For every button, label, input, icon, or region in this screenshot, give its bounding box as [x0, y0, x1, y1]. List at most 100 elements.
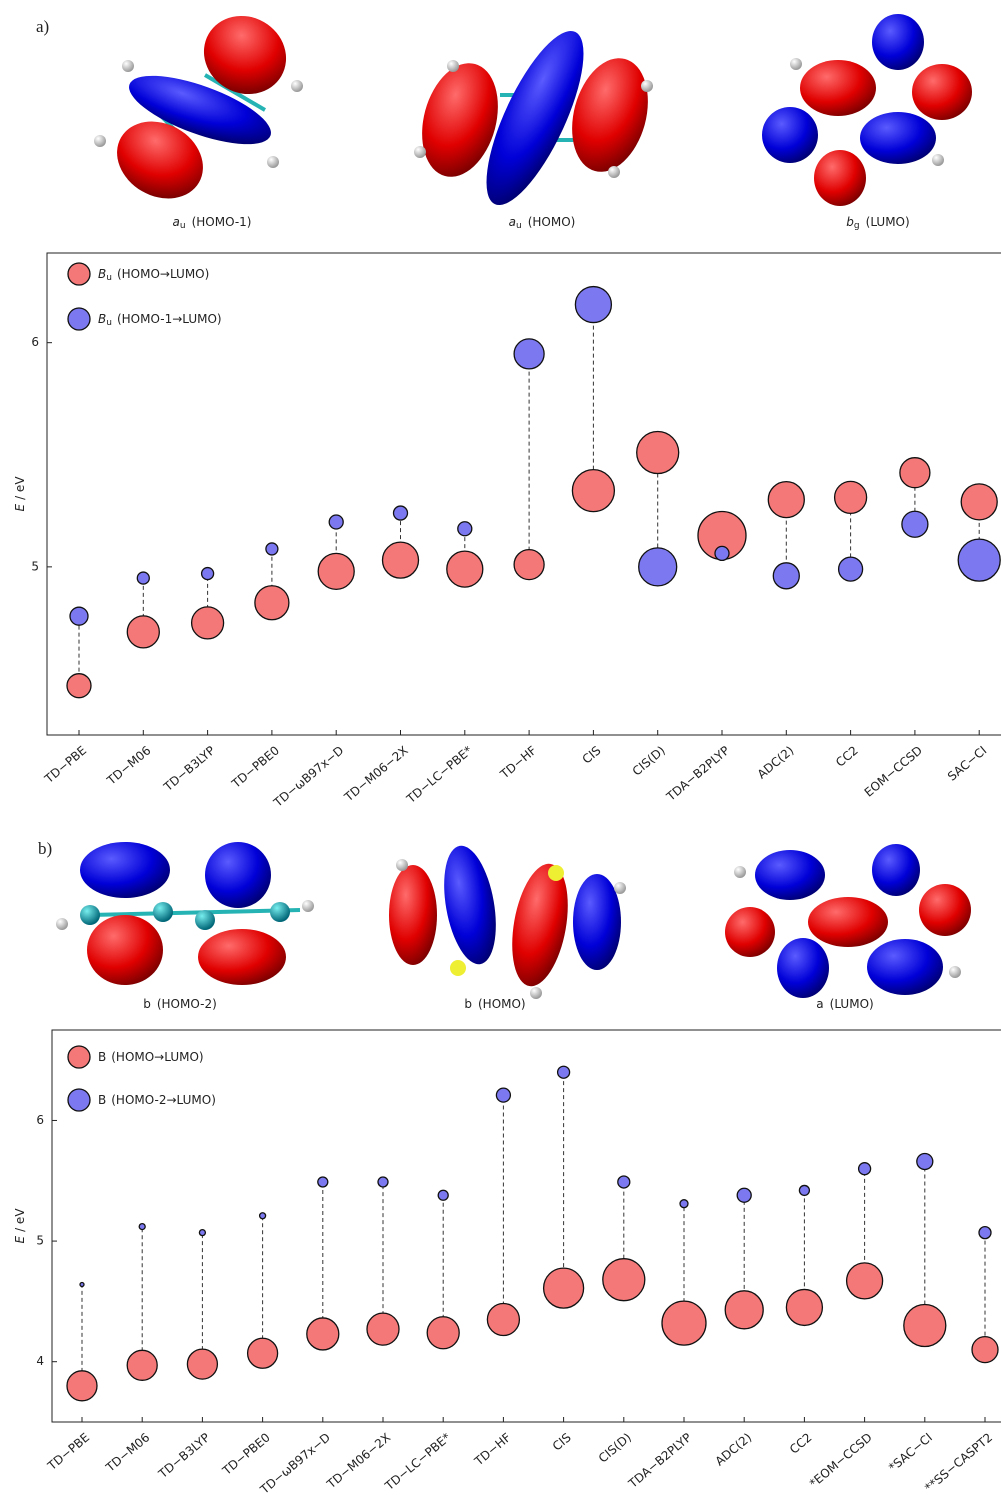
- orbital-subscript: u: [516, 221, 522, 231]
- orbital-symbol: a: [172, 215, 179, 229]
- y-tick-label: 5: [31, 559, 39, 573]
- orbital-label: (HOMO): [478, 997, 526, 1011]
- orbital-label: (HOMO-1): [192, 215, 252, 229]
- bubble: [307, 1318, 339, 1350]
- panel-label: b): [38, 839, 52, 858]
- bubble: [378, 1177, 388, 1187]
- bubble: [639, 548, 677, 586]
- bubble: [438, 1190, 448, 1200]
- bubble: [137, 572, 149, 584]
- y-tick-label: 4: [36, 1354, 44, 1368]
- x-tick-label: CIS(D): [630, 743, 668, 778]
- bubble: [544, 1268, 584, 1308]
- bubble: [737, 1188, 751, 1202]
- bubble: [839, 557, 863, 581]
- legend-subscript: u: [106, 273, 112, 283]
- orbital-image: [94, 1, 303, 214]
- x-tick-label: TD−HF: [471, 1430, 513, 1469]
- bubble: [496, 1088, 510, 1102]
- orbital-symbol: a: [509, 215, 516, 229]
- x-tick-label: TD−PBE: [44, 1430, 92, 1473]
- bubble: [266, 543, 278, 555]
- y-axis-label: E/ eV: [13, 1208, 27, 1244]
- x-tick-label: TD−LC−PBE*: [403, 743, 475, 806]
- x-tick-label: *EOM−CCSD: [807, 1430, 875, 1490]
- bubble: [70, 607, 88, 625]
- orbital-image: [410, 19, 660, 217]
- bubble: [917, 1153, 933, 1169]
- panel-label: a): [36, 17, 49, 36]
- bubble: [80, 1282, 84, 1286]
- legend-text: (HOMO-2→LUMO): [111, 1093, 216, 1107]
- orbital-label: (LUMO): [830, 997, 874, 1011]
- legend-symbol: B: [98, 1093, 106, 1107]
- y-axis-symbol: E: [13, 1236, 27, 1244]
- bubble: [637, 432, 679, 474]
- orbital-image: [389, 842, 626, 999]
- bubble: [835, 481, 867, 513]
- bubble: [187, 1349, 217, 1379]
- legend-symbol: B: [98, 312, 106, 326]
- orbital-caption: a (LUMO): [816, 997, 873, 1011]
- bubble: [192, 607, 224, 639]
- bubble: [487, 1303, 519, 1335]
- x-tick-label: ADC(2): [755, 743, 797, 781]
- x-tick-label: TD−B3LYP: [155, 1430, 212, 1481]
- y-axis-symbol: E: [13, 504, 27, 512]
- orbital-symbol: b: [143, 997, 151, 1011]
- bubble: [514, 339, 544, 369]
- bubble: [972, 1337, 998, 1363]
- orbital-image: [762, 14, 972, 206]
- legend-label: B (HOMO-2→LUMO): [98, 1093, 216, 1107]
- orbital-symbol: a: [816, 997, 823, 1011]
- legend-label: Bu(HOMO→LUMO): [98, 267, 209, 283]
- x-tick-label: *SAC−CI: [886, 1430, 935, 1474]
- chart: 456E/ eVTD−PBETD−M06TD−B3LYPTD−PBE0TD−ωB…: [13, 1030, 1002, 1495]
- bubble: [618, 1176, 630, 1188]
- bubble: [572, 470, 614, 512]
- x-tick-label: TD−M06: [103, 1430, 153, 1475]
- x-tick-label: TD−B3LYP: [160, 743, 217, 794]
- bubble: [514, 550, 544, 580]
- bubble: [318, 553, 354, 589]
- bubble: [458, 522, 472, 536]
- x-tick-label: TD−M06: [104, 743, 154, 788]
- y-axis-unit: / eV: [13, 476, 27, 500]
- legend-marker: [68, 263, 90, 285]
- legend-text: (HOMO→LUMO): [117, 267, 209, 281]
- x-tick-label: TD−LC−PBE*: [382, 1430, 454, 1493]
- orbital-symbol: b: [464, 997, 472, 1011]
- orbital-caption: bg(LUMO): [846, 215, 909, 231]
- x-tick-label: CC2: [787, 1430, 815, 1456]
- orbital-caption: b(HOMO-2): [143, 997, 217, 1011]
- legend-marker: [68, 1046, 90, 1068]
- bubble: [575, 287, 611, 323]
- bubble: [725, 1291, 763, 1329]
- bubble: [248, 1338, 278, 1368]
- orbital-image: [56, 842, 314, 985]
- bubble: [447, 551, 483, 587]
- bubble: [127, 616, 159, 648]
- bubble: [67, 674, 91, 698]
- bubble: [979, 1227, 991, 1239]
- bubble: [768, 482, 804, 518]
- bubble: [799, 1185, 809, 1195]
- orbital-caption: b (HOMO): [464, 997, 525, 1011]
- bubble: [127, 1350, 157, 1380]
- x-tick-label: CIS(D): [596, 1430, 634, 1465]
- orbital-subscript: g: [854, 221, 860, 231]
- bubble: [715, 546, 729, 560]
- bubble: [859, 1163, 871, 1175]
- x-tick-label: TD−PBE0: [219, 1430, 273, 1478]
- bubble: [902, 511, 928, 537]
- bubble: [255, 586, 289, 620]
- x-tick-label: TD−HF: [497, 743, 539, 782]
- bubble: [329, 515, 343, 529]
- x-tick-label: TD−PBE: [41, 743, 89, 786]
- bubble: [139, 1224, 145, 1230]
- legend-text: (HOMO-1→LUMO): [117, 312, 222, 326]
- x-tick-label: ADC(2): [713, 1430, 755, 1468]
- orbital-subscript: u: [180, 221, 186, 231]
- y-tick-label: 6: [31, 335, 39, 349]
- legend-marker: [68, 308, 90, 330]
